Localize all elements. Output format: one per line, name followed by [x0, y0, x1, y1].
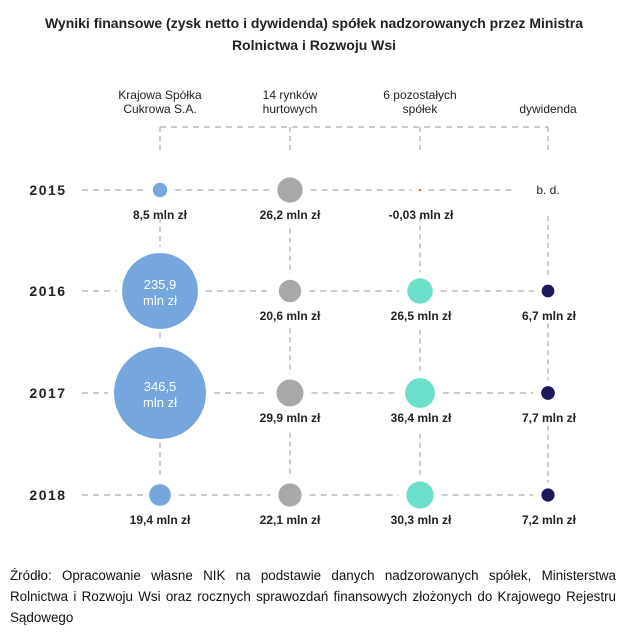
- value-label: mln zł: [143, 293, 177, 308]
- chart-title-line-2: Rolnictwa i Rozwoju Wsi: [231, 37, 397, 53]
- bubble-marker: [114, 347, 206, 439]
- source-note: Źródło: Opracowanie własne NIK na podsta…: [10, 568, 616, 625]
- value-label: 36,4 mln zł: [391, 411, 452, 425]
- value-label: b. d.: [536, 183, 559, 197]
- value-label: 29,9 mln zł: [260, 411, 321, 425]
- bubble-marker: [406, 481, 434, 509]
- year-label: 2016: [29, 283, 66, 299]
- bubble-marker: [407, 278, 433, 304]
- value-label: 30,3 mln zł: [391, 513, 452, 527]
- bubble-marker: [418, 188, 422, 192]
- bubble-marker: [277, 177, 303, 203]
- year-label: 2017: [29, 385, 66, 401]
- chart-title: Wyniki finansowe (zysk netto i dywidenda…: [0, 12, 628, 56]
- value-label: 20,6 mln zł: [260, 309, 321, 323]
- bubble-marker: [152, 182, 168, 198]
- bubble-marker: [541, 488, 555, 502]
- series-header-label: Cukrowa S.A.: [123, 102, 196, 116]
- year-label: 2018: [29, 487, 66, 503]
- value-label: 19,4 mln zł: [130, 513, 191, 527]
- value-label: 26,2 mln zł: [260, 208, 321, 222]
- bubble-marker: [541, 386, 555, 400]
- bubble-marker: [278, 483, 302, 507]
- value-label: 235,9: [144, 277, 177, 292]
- value-label: 22,1 mln zł: [260, 513, 321, 527]
- bubble-marker: [278, 279, 302, 303]
- series-header-label: 14 rynków: [263, 88, 318, 102]
- value-label: 7,2 mln zł: [522, 513, 577, 527]
- value-label: mln zł: [143, 395, 177, 410]
- bubble-marker: [276, 379, 304, 407]
- bubble-marker: [541, 284, 555, 298]
- series-header-label: dywidenda: [519, 102, 577, 116]
- series-header-label: Krajowa Spółka: [118, 88, 202, 102]
- chart-title-line-1: Wyniki finansowe (zysk netto i dywidenda…: [44, 15, 584, 31]
- year-label: 2015: [29, 182, 66, 198]
- bubble-marker: [405, 378, 435, 408]
- series-header-label: hurtowych: [263, 102, 318, 116]
- bubble-marker: [122, 253, 198, 329]
- value-label: 7,7 mln zł: [522, 411, 577, 425]
- series-header-label: spółek: [403, 102, 439, 116]
- value-label: -0,03 mln zł: [389, 208, 454, 222]
- value-label: 6,7 mln zł: [522, 309, 577, 323]
- value-label: 8,5 mln zł: [133, 208, 188, 222]
- value-label: 346,5: [144, 379, 177, 394]
- series-header-label: 6 pozostałych: [383, 88, 456, 102]
- bubble-marker: [149, 484, 171, 506]
- value-label: 26,5 mln zł: [391, 309, 452, 323]
